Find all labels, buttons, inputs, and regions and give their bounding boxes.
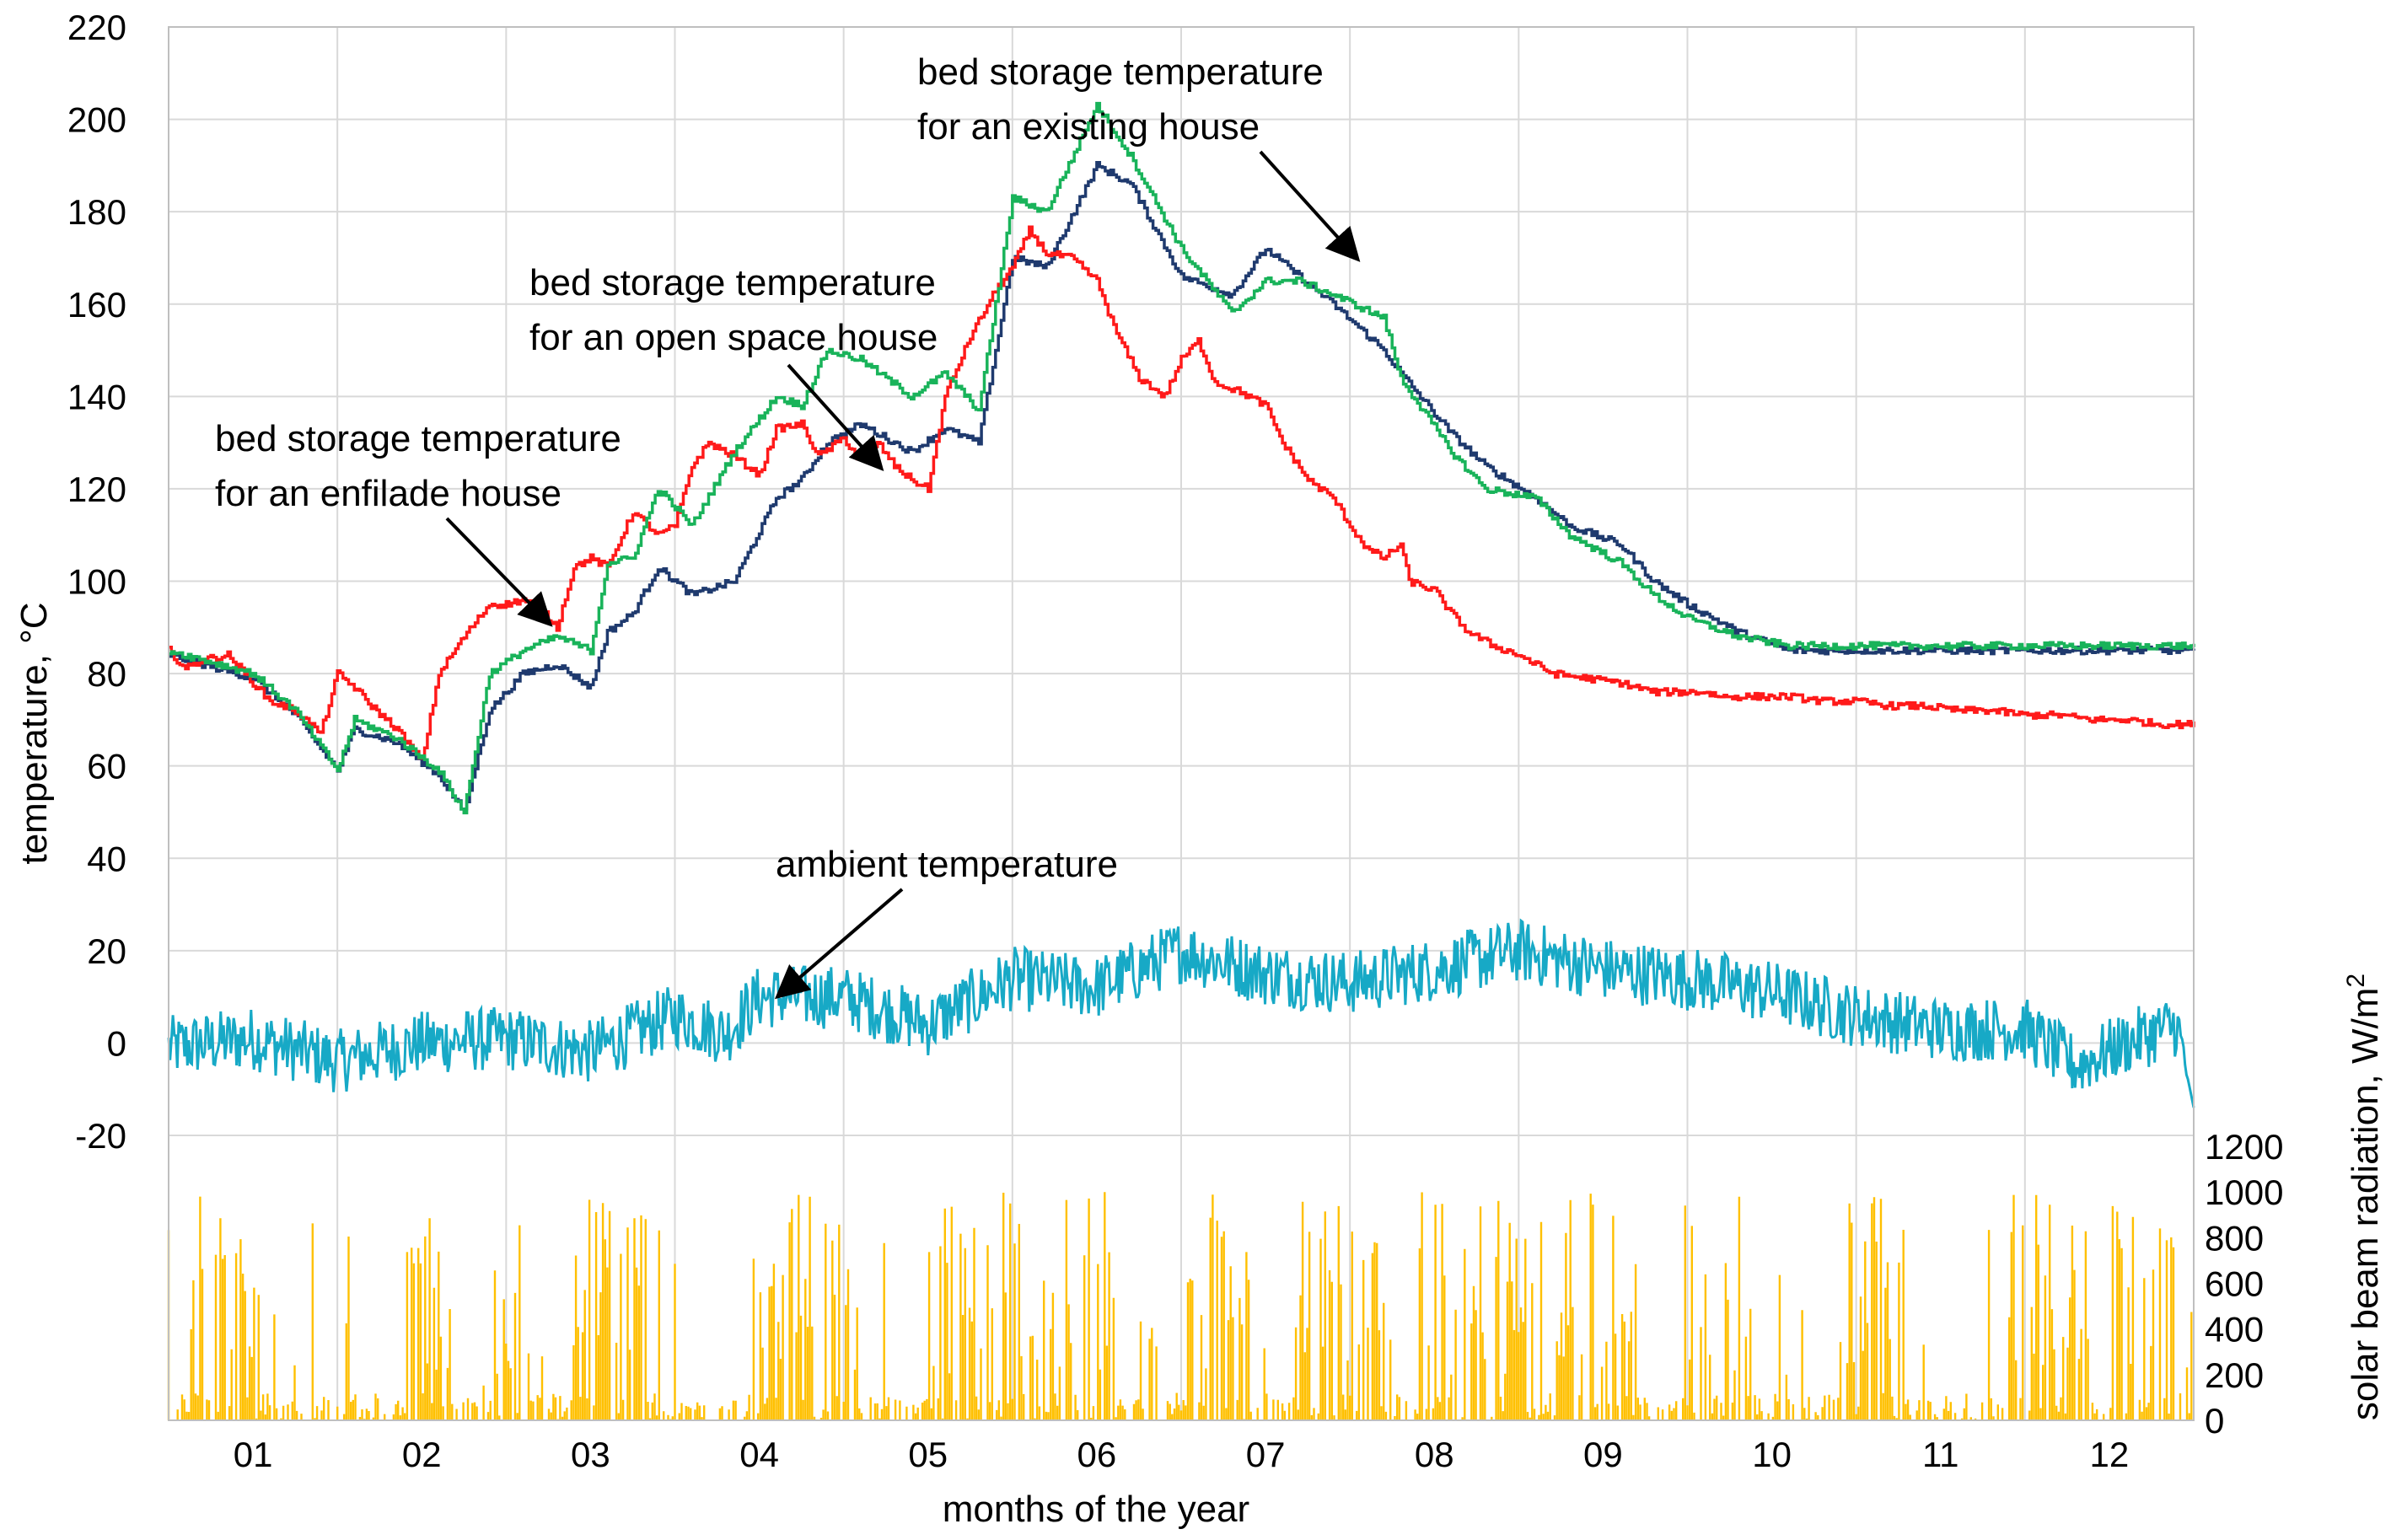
y-axis-title: temperature, °C	[13, 602, 55, 864]
x-tick-label-08: 08	[1415, 1435, 1454, 1474]
y2-tick-label-4: 800	[2205, 1218, 2264, 1258]
y-tick-label-4: 60	[87, 747, 126, 786]
annotation-open-line1: bed storage temperature	[529, 262, 936, 303]
annotation-open-line2: for an open space house	[529, 317, 938, 358]
y-tick-label-6: 100	[67, 562, 126, 602]
y2-axis-title-sup: 2	[2342, 974, 2370, 988]
series-open-space-house	[169, 101, 2195, 815]
y2-tick-label-0: 0	[2205, 1401, 2224, 1441]
y2-tick-labels: 0 200 400 600 800 1000 1200	[2205, 1127, 2283, 1441]
series-enfilade-house	[169, 225, 2195, 760]
x-tick-label-12: 12	[2090, 1435, 2130, 1474]
y-tick-label-2: 20	[87, 931, 126, 971]
series-ambient-temperature	[167, 918, 2195, 1108]
y2-tick-label-1: 200	[2205, 1355, 2264, 1395]
grid-layer	[169, 26, 2194, 1420]
y-tick-label-7: 120	[67, 470, 126, 509]
y-tick-label-11: 200	[67, 100, 126, 140]
y-tick-label-9: 160	[67, 285, 126, 325]
x-tick-label-11: 11	[1922, 1435, 1959, 1474]
y-tick-label-8: 140	[67, 377, 126, 416]
y-tick-label-10: 180	[67, 192, 126, 232]
y-tick-label-0: -20	[75, 1116, 126, 1156]
series-solar-beam-radiation	[167, 1192, 2193, 1420]
annotation-enfilade-line1: bed storage temperature	[215, 418, 621, 459]
solar-radiation-bars	[167, 1192, 2193, 1420]
annotation-existing-line1: bed storage temperature	[917, 51, 1324, 93]
y-tick-label-1: 0	[107, 1023, 126, 1063]
x-tick-label-10: 10	[1752, 1435, 1792, 1474]
annotation-enfilade-line2: for an enfilade house	[215, 473, 561, 514]
y2-axis-title: solar beam radiation, W/m2	[2342, 974, 2386, 1420]
arrow-ambient	[774, 888, 904, 1000]
y-tick-label-12: 220	[67, 8, 126, 47]
y-tick-label-3: 40	[87, 839, 126, 878]
x-tick-label-03: 03	[571, 1435, 610, 1474]
x-axis-title: months of the year	[943, 1489, 1249, 1530]
arrow-enfilade	[445, 517, 553, 627]
y2-axis-title-text: solar beam radiation, W/m	[2345, 988, 2386, 1421]
x-tick-label-07: 07	[1246, 1435, 1286, 1474]
x-tick-label-09: 09	[1583, 1435, 1623, 1474]
y2-tick-label-2: 400	[2205, 1310, 2264, 1350]
x-tick-label-05: 05	[908, 1435, 948, 1474]
x-tick-labels: 01 02 03 04 05 06 07 08 09 10 11 12	[234, 1435, 2130, 1474]
y2-tick-label-6: 1200	[2205, 1127, 2283, 1167]
y-tick-labels: -20 0 20 40 60 80 100 120 140 160 180 200 220	[67, 8, 126, 1156]
x-tick-label-04: 04	[739, 1435, 779, 1474]
arrow-open-space	[787, 363, 884, 471]
plot-frame	[168, 26, 2195, 1421]
x-tick-label-01: 01	[234, 1435, 273, 1474]
series-layer	[167, 101, 2195, 1108]
x-tick-label-06: 06	[1077, 1435, 1117, 1474]
annotation-ambient: ambient temperature	[776, 844, 1118, 885]
y2-tick-label-3: 600	[2205, 1264, 2264, 1304]
y2-tick-label-5: 1000	[2205, 1172, 2283, 1212]
arrow-existing	[1259, 150, 1361, 262]
x-tick-label-02: 02	[402, 1435, 442, 1474]
y-tick-label-5: 80	[87, 654, 126, 694]
series-existing-house	[169, 161, 2195, 811]
annotation-existing-line2: for an existing house	[917, 106, 1260, 148]
